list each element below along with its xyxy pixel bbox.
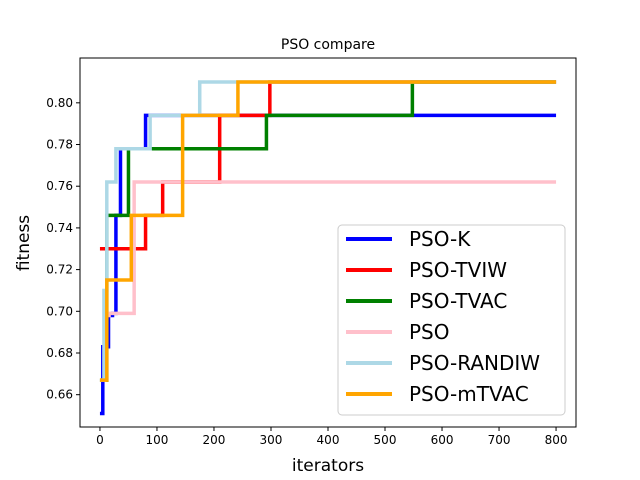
x-tick-label: 200 — [203, 433, 226, 447]
legend-label-pso-randiw: PSO-RANDIW — [409, 351, 540, 375]
x-tick-label: 600 — [431, 433, 454, 447]
x-tick-label: 700 — [488, 433, 511, 447]
y-axis-label: fitness — [14, 215, 34, 271]
x-axis: 0 100 200 300 400 500 600 700 800 — [96, 427, 567, 447]
x-axis-label: iterators — [292, 456, 364, 476]
x-tick-label: 300 — [260, 433, 283, 447]
legend: PSO-K PSO-TVIW PSO-TVAC PSO PSO-RANDIW PSO-mT… — [337, 224, 566, 416]
legend-label-pso: PSO — [409, 320, 450, 344]
y-tick-label: 0.72 — [46, 263, 73, 277]
y-tick-label: 0.76 — [46, 179, 73, 193]
x-tick-label: 400 — [317, 433, 340, 447]
x-tick-label: 0 — [96, 433, 104, 447]
series-layer — [99, 80, 557, 416]
y-tick-label: 0.80 — [46, 96, 73, 110]
y-tick-label: 0.78 — [46, 138, 73, 152]
x-tick-label: 500 — [374, 433, 397, 447]
legend-label-pso-k: PSO-K — [409, 227, 471, 251]
x-tick-label: 100 — [146, 433, 169, 447]
legend-box — [337, 224, 566, 416]
y-tick-label: 0.68 — [46, 346, 73, 360]
y-tick-label: 0.74 — [46, 221, 73, 235]
legend-label-pso-tviw: PSO-TVIW — [409, 258, 507, 282]
y-axis: 0.66 0.68 0.70 0.72 0.74 0.76 0.78 0.80 — [46, 96, 80, 402]
legend-label-pso-mtvac: PSO-mTVAC — [409, 382, 529, 406]
x-tick-label: 800 — [545, 433, 568, 447]
chart-title: PSO compare — [281, 37, 375, 53]
y-tick-label: 0.66 — [46, 388, 73, 402]
y-tick-label: 0.70 — [46, 304, 73, 318]
legend-label-pso-tvac: PSO-TVAC — [409, 289, 507, 313]
series-line-pso-mtvac — [99, 80, 557, 382]
